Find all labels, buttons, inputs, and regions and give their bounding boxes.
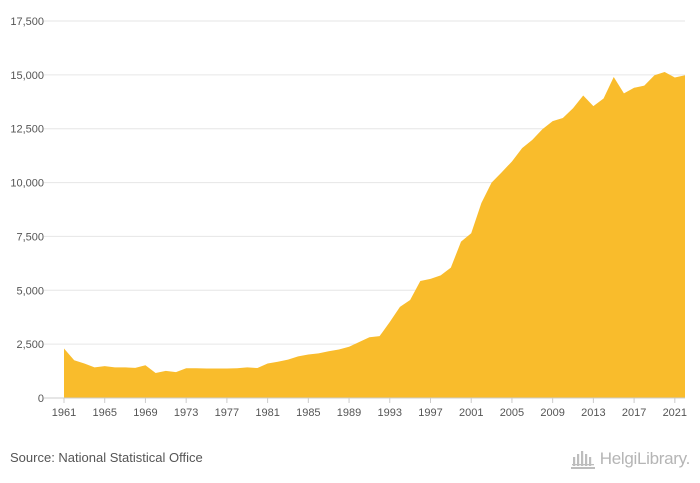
source-label: Source: National Statistical Office	[10, 450, 203, 465]
area-chart: 1961 1965 1969 1973 1977 1981 1985 1989 1993 1997…	[10, 16, 687, 419]
area-series	[64, 72, 685, 398]
x-axis-ticks: 1961 1965 1969 1973 1977 1981 1985 1989 1993 1997…	[52, 398, 687, 419]
x-tick-label: 1989	[337, 407, 361, 419]
library-building-icon	[570, 451, 595, 469]
y-tick-label: 17,500	[10, 16, 44, 28]
logo-text: HelgiLibrary.	[599, 449, 691, 468]
y-tick-label: 5,000	[16, 285, 44, 297]
y-axis-ticks: 0 2,500 5,000 7,500 10,000 12,500 15,000 17,500	[10, 16, 44, 405]
x-tick-label: 1965	[92, 407, 116, 419]
y-tick-label: 15,000	[10, 70, 44, 82]
x-tick-label: 2017	[622, 407, 646, 419]
x-tick-label: 1969	[133, 407, 157, 419]
x-tick-label: 2013	[581, 407, 605, 419]
x-tick-label: 2009	[540, 407, 564, 419]
helgilibrary-logo: HelgiLibrary.	[570, 446, 690, 472]
y-tick-label: 10,000	[10, 178, 44, 190]
x-tick-label: 1961	[52, 407, 76, 419]
y-tick-label: 0	[38, 393, 44, 405]
y-tick-label: 2,500	[16, 339, 44, 351]
x-tick-label: 1997	[418, 407, 442, 419]
x-tick-label: 2005	[500, 407, 524, 419]
x-tick-label: 1973	[174, 407, 198, 419]
y-tick-label: 12,500	[10, 124, 44, 136]
x-tick-label: 1985	[296, 407, 320, 419]
x-tick-label: 2021	[663, 407, 687, 419]
x-tick-label: 2001	[459, 407, 483, 419]
x-tick-label: 1977	[215, 407, 239, 419]
gridlines	[44, 20, 685, 345]
x-tick-label: 1993	[378, 407, 402, 419]
x-tick-label: 1981	[255, 407, 279, 419]
y-tick-label: 7,500	[16, 231, 44, 243]
